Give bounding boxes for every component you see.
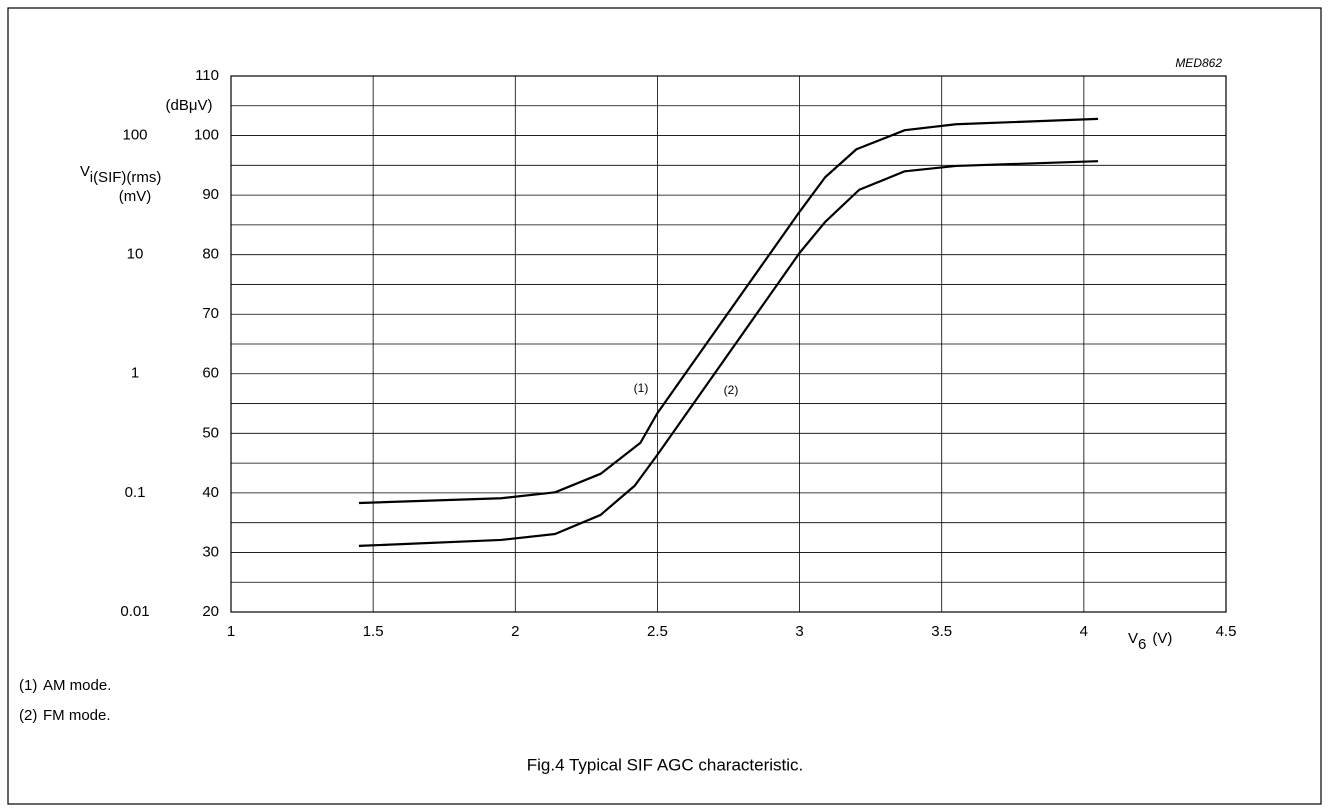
y2-tick-label: 0.1 [125, 484, 146, 501]
y-axis-label: (dBμV) [166, 97, 213, 114]
x-tick-label: 1.5 [363, 623, 384, 640]
y2-tick-label: 10 [127, 246, 144, 263]
y-tick-label: 110 [195, 67, 219, 84]
y2-axis-label-main: V [80, 163, 90, 180]
x-axis-label-sub: 6 [1138, 636, 1146, 653]
y-tick-label: 60 [202, 365, 219, 382]
x-axis-unit: (V) [1152, 630, 1172, 647]
y2-axis-label-sub: i(SIF)(rms) [90, 169, 162, 186]
x-tick-label: 4 [1080, 623, 1088, 640]
x-axis-label-main: V [1128, 630, 1138, 647]
x-tick-label: 2 [511, 623, 519, 640]
note: (2) FM mode. [19, 707, 111, 724]
y-tick-label: 20 [202, 603, 219, 620]
series-line [358, 117, 1099, 505]
y2-tick-label: 0.01 [120, 603, 149, 620]
note: (1) AM mode. [19, 677, 111, 694]
series-label: (2) [724, 383, 739, 397]
y-tick-label: 70 [202, 305, 219, 322]
note-text: FM mode. [43, 707, 111, 724]
x-tick-label: 4.5 [1216, 623, 1237, 640]
y-tick-label: 90 [202, 186, 219, 203]
plot-frame [230, 75, 1227, 613]
figure-frame [7, 7, 1322, 805]
x-tick-label: 1 [227, 623, 235, 640]
y2-axis-label: Vi(SIF)(rms) [80, 163, 161, 186]
note-key: (2) [19, 707, 37, 724]
caption: Fig.4 Typical SIF AGC characteristic. [527, 755, 804, 774]
y-tick-label: 80 [202, 246, 219, 263]
x-axis-label: V6 (V) [1128, 630, 1172, 653]
x-tick-label: 2.5 [647, 623, 668, 640]
note-text: AM mode. [43, 677, 111, 694]
y2-tick-label: 1 [131, 365, 139, 382]
y-tick-label: 100 [194, 127, 219, 144]
y-tick-label: 50 [202, 424, 219, 441]
y-tick-label: 30 [202, 543, 219, 560]
y2-tick-label: 100 [122, 127, 147, 144]
series-line [358, 160, 1099, 547]
note-key: (1) [19, 677, 37, 694]
x-tick-label: 3.5 [931, 623, 952, 640]
series-label: (1) [634, 381, 649, 395]
y-tick-label: 40 [202, 484, 219, 501]
figure-code: MED862 [1175, 56, 1222, 70]
y2-axis-unit: (mV) [119, 188, 152, 205]
x-tick-label: 3 [795, 623, 803, 640]
